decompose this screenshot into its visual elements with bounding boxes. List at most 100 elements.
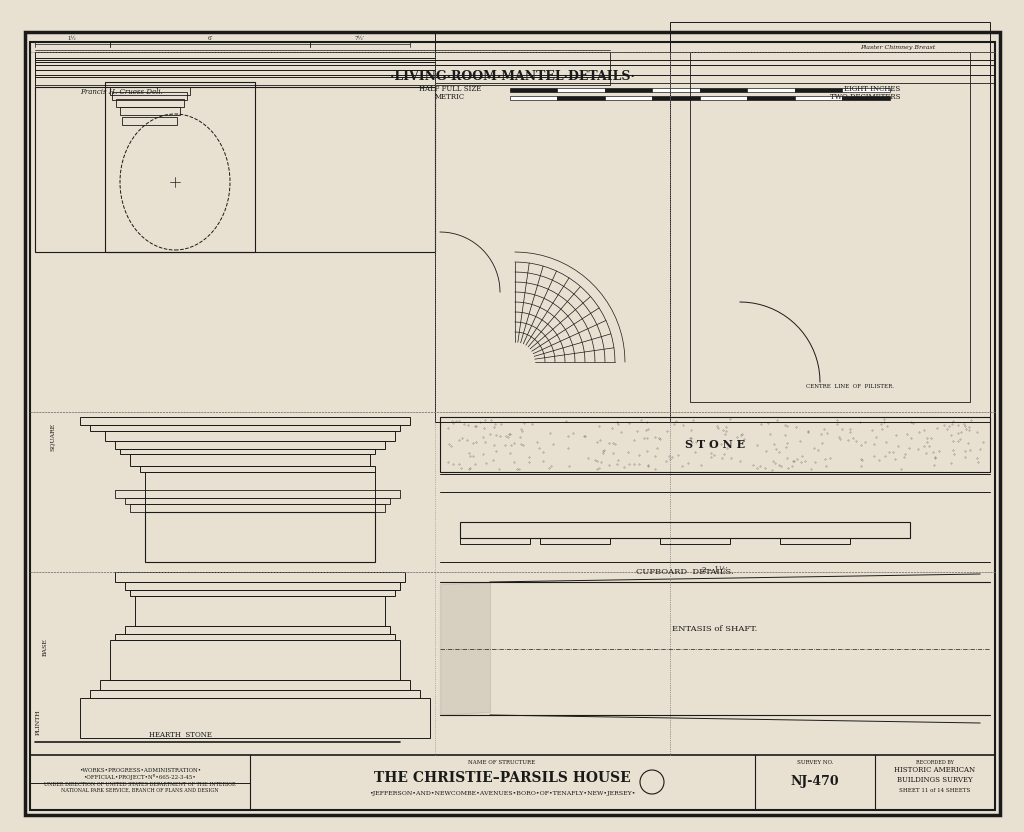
Bar <box>795 88 842 92</box>
Bar <box>557 96 605 100</box>
Bar <box>842 96 890 100</box>
Bar <box>115 441 385 449</box>
Text: RECORDED BY: RECORDED BY <box>916 760 954 765</box>
Text: TWO DECIMETERS: TWO DECIMETERS <box>829 93 900 101</box>
Bar <box>130 504 385 512</box>
Text: NJ-470: NJ-470 <box>791 775 840 789</box>
Bar <box>746 88 795 92</box>
Text: PLINTH: PLINTH <box>36 709 41 735</box>
Text: SHEET 11 of 14 SHEETS: SHEET 11 of 14 SHEETS <box>899 788 971 793</box>
Bar <box>35 52 435 58</box>
Bar <box>746 96 795 100</box>
Bar <box>90 425 400 431</box>
Bar <box>670 75 995 83</box>
Text: •OFFICIAL•PROJECT•Nº•665-22-3-45•: •OFFICIAL•PROJECT•Nº•665-22-3-45• <box>84 774 197 780</box>
Bar <box>842 88 890 92</box>
Bar <box>435 60 670 65</box>
Bar <box>540 538 610 544</box>
Bar <box>795 96 842 100</box>
Bar <box>510 88 557 92</box>
Text: CENTRE  LINE  OF  PILISTER.: CENTRE LINE OF PILISTER. <box>806 384 894 389</box>
Bar <box>700 88 746 92</box>
Bar <box>35 58 435 62</box>
Text: 7½′: 7½′ <box>355 36 365 41</box>
Bar <box>115 490 400 498</box>
Bar <box>460 538 530 544</box>
Text: Plaster Chimney Breast: Plaster Chimney Breast <box>860 44 935 49</box>
Bar <box>652 96 700 100</box>
Text: HEARTH  STONE: HEARTH STONE <box>148 731 211 739</box>
Bar <box>115 634 395 640</box>
Text: BASE: BASE <box>43 638 47 656</box>
Text: 1½: 1½ <box>68 36 77 41</box>
Text: METRIC: METRIC <box>435 93 465 101</box>
Bar <box>35 87 435 252</box>
Bar <box>670 65 995 75</box>
Bar <box>90 690 420 698</box>
Text: CUPBOARD  DETAILS.: CUPBOARD DETAILS. <box>636 568 734 576</box>
Bar <box>110 87 190 95</box>
Text: Francis H. Cruess Deli.: Francis H. Cruess Deli. <box>80 88 163 96</box>
Bar <box>110 640 400 680</box>
Bar <box>130 454 370 466</box>
Bar <box>130 590 395 596</box>
Text: EIGHT INCHES: EIGHT INCHES <box>844 85 900 93</box>
Bar <box>125 582 400 590</box>
Bar <box>125 498 390 504</box>
Bar <box>557 88 605 92</box>
Bar <box>605 88 652 92</box>
Text: 2 – 1½′: 2 – 1½′ <box>702 566 728 574</box>
Bar <box>100 680 410 690</box>
Bar <box>112 92 187 100</box>
Bar <box>145 472 375 512</box>
Text: HALF FULL SIZE: HALF FULL SIZE <box>419 85 481 93</box>
Text: SQUARE: SQUARE <box>50 423 55 451</box>
Bar <box>35 70 435 75</box>
Text: •JEFFERSON•AND•NEWCOMBE•AVENUES•BORO•OF•TENAFLY•NEW•JERSEY•: •JEFFERSON•AND•NEWCOMBE•AVENUES•BORO•OF•… <box>369 791 635 796</box>
Bar <box>35 60 610 65</box>
Text: ENTASIS of SHAFT.: ENTASIS of SHAFT. <box>673 625 758 633</box>
Text: 6″: 6″ <box>207 36 213 41</box>
Bar <box>510 96 557 100</box>
Bar <box>435 65 670 75</box>
Bar <box>120 107 180 115</box>
Text: •WORKS•PROGRESS•ADMINISTRATION•: •WORKS•PROGRESS•ADMINISTRATION• <box>79 767 201 772</box>
Bar <box>35 52 610 60</box>
Text: SURVEY NO.: SURVEY NO. <box>797 760 834 765</box>
Text: S T O N E: S T O N E <box>685 439 745 450</box>
Bar <box>690 52 970 402</box>
Bar <box>435 75 670 83</box>
Text: NATIONAL PARK SERVICE, BRANCH OF PLANS AND DESIGN: NATIONAL PARK SERVICE, BRANCH OF PLANS A… <box>61 788 219 793</box>
Bar <box>120 449 375 454</box>
Bar <box>780 538 850 544</box>
Bar <box>116 99 184 107</box>
Bar <box>115 572 406 582</box>
Bar <box>80 698 430 738</box>
Bar <box>660 538 730 544</box>
Text: ·LIVING·ROOM·MANTEL·DETAILS·: ·LIVING·ROOM·MANTEL·DETAILS· <box>389 71 635 83</box>
Bar <box>440 417 990 472</box>
Bar <box>670 52 995 60</box>
Bar <box>35 77 610 85</box>
Bar <box>35 75 435 87</box>
Bar <box>460 522 910 538</box>
Bar <box>145 512 375 562</box>
Bar <box>670 60 995 65</box>
Text: HISTORIC AMERICAN
BUILDINGS SURVEY: HISTORIC AMERICAN BUILDINGS SURVEY <box>894 766 976 784</box>
Bar <box>80 417 410 425</box>
Bar <box>670 22 990 422</box>
Bar <box>105 82 255 252</box>
Bar <box>652 88 700 92</box>
Bar <box>35 65 610 77</box>
Bar <box>605 96 652 100</box>
Bar <box>700 96 746 100</box>
Bar <box>135 596 385 626</box>
Bar <box>435 52 670 60</box>
Text: THE CHRISTIE–PARSILS HOUSE: THE CHRISTIE–PARSILS HOUSE <box>374 771 631 785</box>
Bar <box>30 755 995 810</box>
Bar <box>125 626 390 634</box>
Bar <box>105 431 395 441</box>
Bar <box>35 62 435 70</box>
Text: NAME OF STRUCTURE: NAME OF STRUCTURE <box>468 760 536 765</box>
Text: UNDER DIRECTION OF UNITED STATES DEPARTMENT OF THE INTERIOR: UNDER DIRECTION OF UNITED STATES DEPARTM… <box>44 781 236 786</box>
